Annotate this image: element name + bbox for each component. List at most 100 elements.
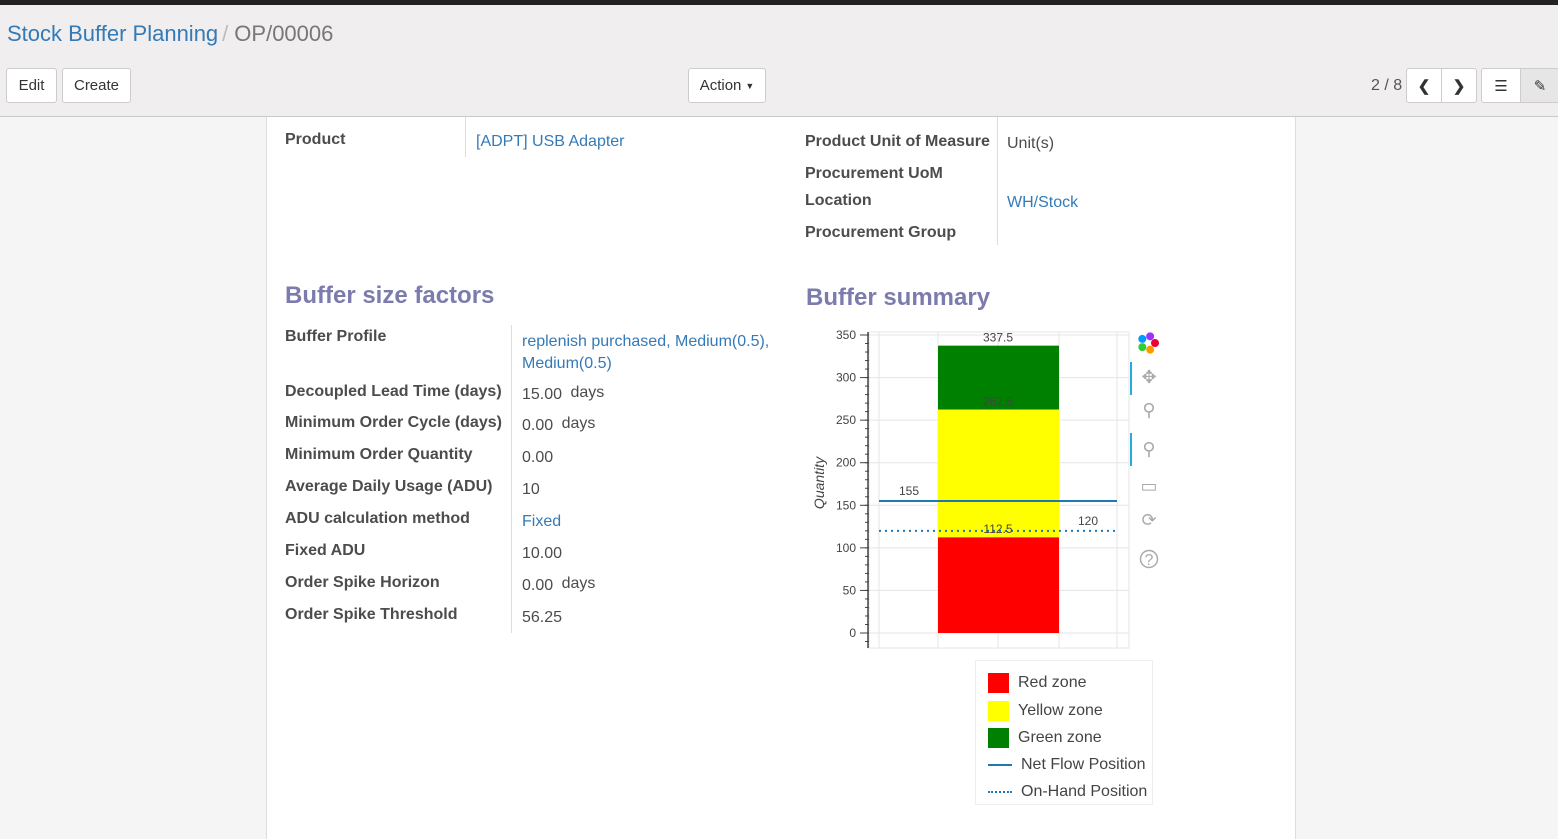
y-axis-label: Quantity — [811, 456, 827, 509]
decoupled-lead-time-days-field[interactable]: 15.00 days — [522, 384, 604, 404]
y-tick-label: 350 — [836, 328, 856, 342]
pager-value: 2 / 8 — [1371, 77, 1403, 94]
field-value: 0.00 — [522, 577, 554, 594]
order-spike-horizon-label: Order Spike Horizon — [285, 574, 440, 591]
breadcrumb-current: OP/00006 — [234, 21, 334, 46]
order-spike-horizon-field[interactable]: 0.00 days — [522, 575, 596, 595]
pager-next-button[interactable]: ❯ — [1441, 68, 1477, 103]
reset-icon[interactable]: ⟳ — [1141, 510, 1156, 530]
legend-line-swatch — [988, 791, 1012, 793]
y-tick-label: 50 — [843, 583, 857, 597]
edit-icon: ✎ — [1533, 77, 1547, 95]
box-zoom-icon[interactable]: ⚲ — [1142, 400, 1155, 420]
field-value: 0.00 — [522, 417, 554, 434]
list-view-button[interactable]: ☰ — [1481, 68, 1521, 103]
bokeh-logo-icon-petal — [1151, 339, 1159, 347]
net-flow-label: 155 — [899, 484, 919, 498]
y-tick-label: 0 — [849, 626, 856, 640]
pan-icon[interactable]: ✥ — [1141, 367, 1156, 387]
buffer-profile-label: Buffer Profile — [285, 328, 387, 345]
chart-legend: Red zone Yellow zone Green zone Net Flow Po… — [975, 660, 1153, 805]
top-navbar — [0, 0, 1558, 5]
order-spike-threshold-field[interactable]: 56.25 — [522, 609, 562, 627]
chevron-right-icon: ❯ — [1452, 77, 1466, 95]
control-panel: Stock Buffer Planning / OP/00006 Edit Crea… — [0, 5, 1558, 117]
legend-item: On-Hand Position — [988, 783, 1147, 801]
bar-green-zone — [938, 345, 1059, 410]
bokeh-logo-icon-petal — [1146, 332, 1155, 341]
y-tick-label: 150 — [836, 498, 856, 512]
bar-yellow-zone — [938, 409, 1059, 538]
bar-data-label: 112.5 — [983, 522, 1012, 536]
action-dropdown[interactable]: Action ▼ — [688, 68, 766, 103]
help-icon[interactable]: ? — [1145, 552, 1154, 569]
edit-button[interactable]: Edit — [6, 68, 57, 103]
breadcrumb-separator: / — [222, 21, 229, 46]
y-tick-label: 200 — [836, 456, 856, 470]
legend-swatch — [988, 700, 1009, 721]
minimum-order-cycle-days-label: Minimum Order Cycle (days) — [285, 414, 502, 431]
legend-label: Red zone — [1018, 674, 1087, 691]
bokeh-logo-icon-petal — [1138, 343, 1147, 352]
decoupled-lead-time-days-label: Decoupled Lead Time (days) — [285, 383, 502, 400]
order-spike-threshold-label: Order Spike Threshold — [285, 606, 458, 623]
buffer-summary-title: Buffer summary — [806, 284, 991, 311]
bar-data-label: 262.5 — [983, 395, 1013, 409]
divider — [511, 325, 512, 633]
field-value: 56.25 — [522, 609, 563, 626]
y-tick-label: 300 — [836, 371, 856, 385]
adu-calculation-method-label: ADU calculation method — [285, 510, 470, 527]
help-icon-ring — [1139, 549, 1159, 569]
legend-item: Red zone — [988, 673, 1087, 693]
legend-swatch — [988, 728, 1009, 748]
legend-label: Yellow zone — [1018, 701, 1103, 719]
product-field[interactable]: [ADPT] USB Adapter — [476, 133, 625, 150]
breadcrumb-parent[interactable]: Stock Buffer Planning — [7, 21, 219, 46]
form-view-button[interactable]: ✎ — [1520, 68, 1558, 103]
minimum-order-quantity-field[interactable]: 0.00 — [522, 449, 553, 467]
breadcrumb: Stock Buffer Planning / OP/00006 — [7, 21, 333, 47]
buffer-chart: 0 50 100 150 200 250 300 350 Quantity 112.5 262.5 3… — [811, 328, 1159, 649]
average-daily-usage-adu-label: Average Daily Usage (ADU) — [285, 478, 493, 495]
minimum-order-quantity-label: Minimum Order Quantity — [285, 446, 473, 463]
action-label: Action — [699, 77, 742, 94]
uom-field[interactable]: Unit(s) — [1007, 135, 1055, 152]
legend-label: Green zone — [1018, 729, 1102, 746]
list-icon: ☰ — [1494, 77, 1508, 95]
bar-red-zone — [938, 537, 1059, 633]
save-icon[interactable]: ▭ — [1140, 476, 1157, 496]
fixed-adu-field[interactable]: 10.00 — [522, 545, 562, 563]
uom-label: Product Unit of Measure — [805, 133, 990, 150]
procurement-group-label: Procurement Group — [805, 224, 957, 241]
field-value: 15.00 — [522, 386, 563, 403]
average-daily-usage-adu-field[interactable]: 10 — [522, 481, 540, 499]
buffer-profile-field[interactable]: replenish purchased, Medium(0.5), Medium(… — [522, 331, 769, 375]
field-value: 10.00 — [522, 545, 563, 562]
on-hand-label: 120 — [1078, 514, 1098, 528]
divider — [465, 117, 466, 157]
field-value: Medium(0.5) — [522, 355, 612, 372]
legend-item: Green zone — [988, 728, 1102, 748]
pager-previous-button[interactable]: ❮ — [1406, 68, 1442, 103]
chevron-left-icon: ❮ — [1417, 77, 1431, 95]
bokeh-logo-icon-petal — [1138, 334, 1147, 343]
caret-down-icon: ▼ — [745, 80, 755, 91]
legend-item: Yellow zone — [988, 700, 1103, 721]
legend-label: On-Hand Position — [1021, 783, 1148, 800]
legend-label: Net Flow Position — [1021, 755, 1146, 773]
field-value: Fixed — [522, 513, 562, 530]
field-value: replenish purchased, Medium(0.5), — [522, 333, 770, 350]
location-label: Location — [805, 192, 872, 209]
minimum-order-cycle-days-field[interactable]: 0.00 days — [522, 415, 595, 435]
adu-calculation-method-field[interactable]: Fixed — [522, 513, 561, 531]
location-field[interactable]: WH/Stock — [1007, 194, 1079, 211]
product-label: Product — [285, 131, 346, 148]
wheel-zoom-icon[interactable]: ⚲ — [1142, 439, 1155, 459]
create-button[interactable]: Create — [62, 68, 131, 103]
unit-label: days — [561, 575, 596, 592]
buffer-size-factors-title: Buffer size factors — [285, 282, 495, 309]
divider — [997, 117, 998, 245]
y-tick-label: 250 — [836, 413, 856, 427]
legend-swatch — [988, 673, 1009, 693]
bar-data-label: 337.5 — [983, 331, 1013, 345]
